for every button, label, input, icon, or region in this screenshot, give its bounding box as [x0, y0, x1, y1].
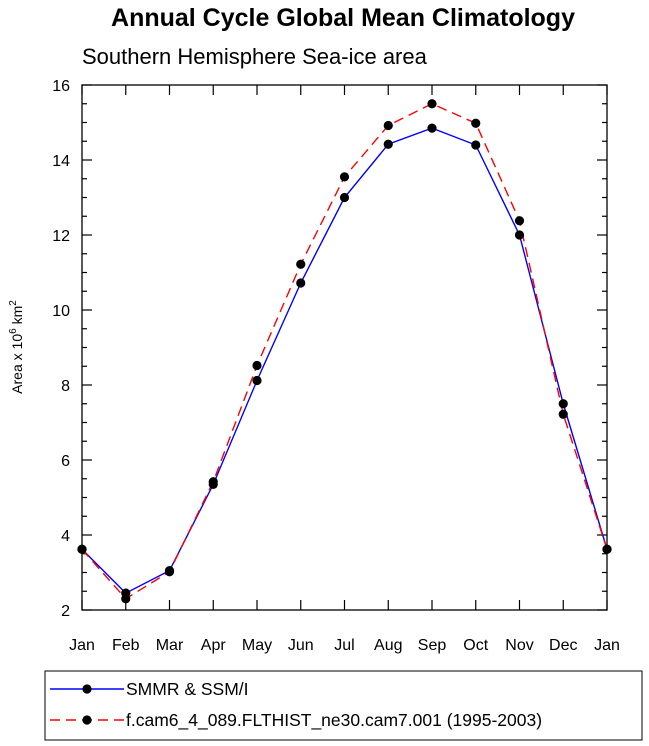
data-point-s1-7: [383, 120, 393, 131]
data-point-s0-5: [296, 278, 306, 288]
series-markers: [77, 99, 612, 604]
x-tick-label-mar: Mar: [156, 637, 184, 654]
y-axis-label-exponent-1: 6: [8, 328, 19, 334]
data-point-s1-1: [121, 594, 131, 604]
legend-box: [44, 670, 643, 741]
data-point-s1-9: [471, 118, 481, 128]
x-tick-label-oct: Oct: [463, 637, 488, 654]
chart-subtitle: Southern Hemisphere Sea-ice area: [82, 44, 428, 69]
y-tick-label-8: 8: [61, 378, 70, 395]
data-point-s0-10: [514, 230, 525, 240]
x-tick-label-jan: Jan: [69, 637, 95, 654]
x-tick-label-feb: Feb: [112, 637, 140, 654]
data-point-s1-3: [208, 477, 218, 487]
data-point-s0-6: [339, 192, 350, 203]
legend-marker-smmr: [82, 684, 92, 694]
data-point-s1-6: [339, 172, 350, 182]
y-tick-label-10: 10: [52, 303, 70, 320]
data-point-s0-4: [252, 375, 262, 386]
y-axis-label-exponent-2: 2: [8, 300, 19, 306]
data-point-s1-2: [164, 567, 175, 577]
data-point-s0-9: [471, 140, 481, 150]
x-tick-labels: Jan Feb Mar Apr May Jun Jul Aug Sep Oct Nov Dec Jan: [69, 637, 620, 654]
data-point-s1-10: [514, 216, 525, 226]
x-tick-label-aug: Aug: [374, 637, 402, 654]
y-axis-label-prefix: Area x 10: [9, 334, 25, 394]
y-tick-label-14: 14: [52, 153, 70, 170]
x-tick-label-jan: Jan: [594, 637, 620, 654]
legend-label-smmr: SMMR & SSM/I: [126, 679, 249, 699]
chart-title: Annual Cycle Global Mean Climatology: [111, 4, 575, 32]
y-tick-labels: 2 4 6 8 10 12 14 16: [52, 78, 70, 620]
y-axis-label: Area x 106 km2: [8, 300, 25, 394]
data-point-s1-8: [427, 99, 437, 109]
data-point-s1-11: [558, 409, 568, 419]
y-axis-label-unit: km: [9, 306, 25, 329]
y-tick-label-16: 16: [52, 78, 70, 95]
data-point-s1-4: [252, 360, 262, 371]
x-tick-label-jul: Jul: [334, 637, 354, 654]
data-point-s0-8: [427, 123, 437, 133]
data-point-s0-11: [558, 399, 568, 409]
legend-marker-cam: [82, 715, 92, 725]
y-tick-label-4: 4: [61, 528, 70, 545]
axis-ticks: [81, 84, 608, 611]
x-tick-label-sep: Sep: [418, 637, 447, 654]
legend-label-cam: f.cam6_4_089.FLTHIST_ne30.cam7.001 (1995…: [126, 710, 542, 731]
y-tick-label-6: 6: [61, 453, 70, 470]
data-point-s1-5: [296, 259, 306, 269]
x-tick-label-apr: Apr: [201, 637, 227, 654]
y-tick-label-12: 12: [52, 228, 70, 245]
data-point-s0-7: [383, 139, 393, 149]
x-tick-label-may: May: [242, 637, 272, 654]
legend: SMMR & SSM/I f.cam6_4_089.FLTHIST_ne30.c…: [44, 670, 643, 741]
y-tick-label-2: 2: [61, 603, 70, 620]
x-tick-label-nov: Nov: [505, 637, 533, 654]
plot-frame: [81, 84, 608, 611]
x-tick-label-jun: Jun: [288, 637, 314, 654]
x-tick-label-dec: Dec: [549, 637, 577, 654]
